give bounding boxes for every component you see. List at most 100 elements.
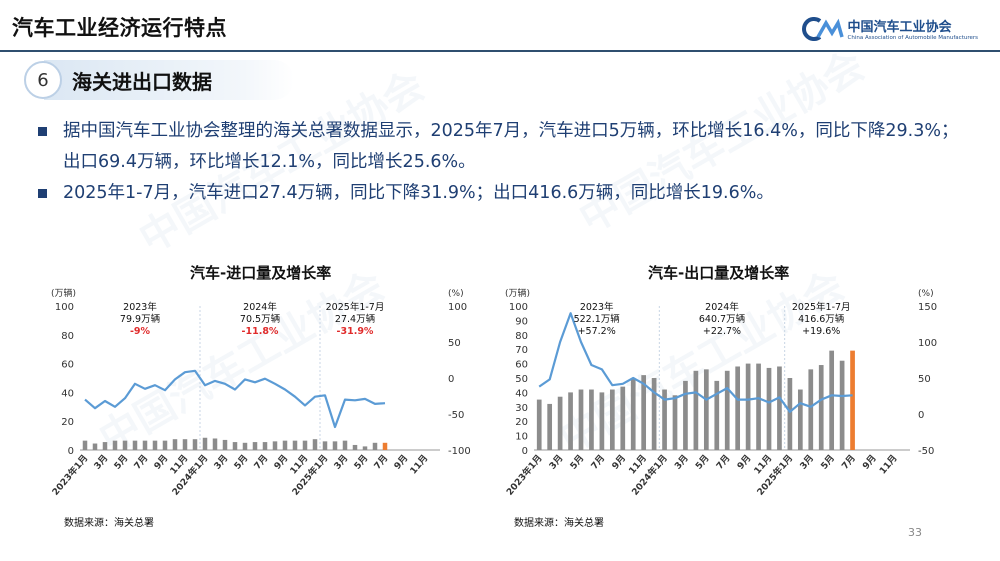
bar xyxy=(714,380,720,450)
bar xyxy=(745,363,751,450)
x-tick-label: 5月 xyxy=(232,453,250,472)
bullet-item: 据中国汽车工业协会整理的海关总署数据显示，2025年7月，汽车进口5万辆，环比增… xyxy=(38,116,988,178)
import-chart-title: 汽车-进口量及增长率 xyxy=(190,264,332,282)
export-chart-title: 汽车-出口量及增长率 xyxy=(648,264,790,282)
section-number: 6 xyxy=(24,61,62,99)
page-number: 33 xyxy=(908,526,922,539)
left-axis-tick-label: 100 xyxy=(55,302,74,313)
bar xyxy=(777,366,782,450)
bar xyxy=(808,369,814,450)
bar xyxy=(172,439,178,450)
annotation-year: 2025年1-7月 xyxy=(326,301,385,313)
right-axis-tick-label: -100 xyxy=(448,446,471,457)
bar xyxy=(232,442,238,450)
bar xyxy=(683,380,688,450)
x-tick-label: 3月 xyxy=(673,453,691,472)
x-tick-label: 2023年1月 xyxy=(504,452,545,497)
export-chart: 0 10 20 30 40 50 60 70 80 90 100 -50 0 50 100 150 (万辆) (%… xyxy=(504,287,937,498)
bullet-square-icon xyxy=(38,189,47,198)
annotation-total: 79.9万辆 xyxy=(120,313,161,325)
bar xyxy=(302,440,308,450)
left-axis-tick-label: 100 xyxy=(509,302,528,313)
bar xyxy=(620,386,626,450)
bar xyxy=(382,442,388,450)
bar xyxy=(312,439,318,450)
section-heading: 6 海关进出口数据 xyxy=(24,60,294,100)
bullet-square-icon xyxy=(38,127,47,136)
left-axis-tick-label: 0 xyxy=(68,446,74,457)
annotation-total: 640.7万辆 xyxy=(699,313,746,325)
x-tick-label: 3月 xyxy=(92,453,110,472)
bar xyxy=(589,389,594,450)
bullet-list: 据中国汽车工业协会整理的海关总署数据显示，2025年7月，汽车进口5万辆，环比增… xyxy=(38,116,988,209)
x-tick-label: 7月 xyxy=(132,453,150,472)
export-chart-source: 数据来源：海关总署 xyxy=(514,518,604,529)
bar xyxy=(662,389,667,450)
bullet-item: 2025年1-7月，汽车进口27.4万辆，同比下降31.9%；出口416.6万辆… xyxy=(38,178,988,209)
x-tick-label: 5月 xyxy=(819,453,837,472)
import-chart-source: 数据来源：海关总署 xyxy=(64,518,154,529)
bar xyxy=(132,440,138,450)
x-tick-label: 5月 xyxy=(352,453,370,472)
x-tick-label: 2023年1月 xyxy=(49,452,90,497)
bar xyxy=(672,395,678,450)
logo-text: 中国汽车工业协会 China Association of Automobile… xyxy=(848,16,978,41)
bar xyxy=(372,442,378,450)
bar xyxy=(362,446,368,450)
bar xyxy=(578,389,584,450)
bar xyxy=(724,370,730,450)
bullet-text: 据中国汽车工业协会整理的海关总署数据显示，2025年7月，汽车进口5万辆，环比增… xyxy=(63,121,959,172)
caam-logo-icon xyxy=(801,16,844,41)
left-axis-tick-label: 40 xyxy=(61,388,74,399)
x-tick-label: 7月 xyxy=(714,453,732,472)
annotation-year: 2024年 xyxy=(705,301,739,313)
x-tick-label: 5月 xyxy=(568,453,586,472)
bar xyxy=(651,378,657,450)
right-axis-tick-label: 0 xyxy=(918,410,924,421)
x-tick-label: 7月 xyxy=(252,453,270,472)
bar xyxy=(282,440,288,450)
bar xyxy=(162,440,168,450)
bar xyxy=(122,440,128,450)
bar xyxy=(182,439,188,450)
annotation-growth: +22.7% xyxy=(703,326,741,337)
annotation-total: 27.4万辆 xyxy=(335,313,376,325)
bar xyxy=(262,442,268,450)
bar xyxy=(252,442,258,450)
x-tick-label: 3月 xyxy=(547,453,565,472)
right-axis-tick-label: 0 xyxy=(448,374,454,385)
annotation-total: 70.5万辆 xyxy=(240,313,281,325)
bar xyxy=(630,378,636,450)
bar xyxy=(756,363,761,450)
bar xyxy=(212,438,218,450)
right-axis-unit: (%) xyxy=(918,289,934,299)
bar xyxy=(202,437,208,450)
x-tick-label: 3月 xyxy=(332,453,350,472)
bar xyxy=(797,389,803,450)
left-axis-unit: (万辆) xyxy=(51,287,76,299)
bar xyxy=(92,443,98,450)
left-axis-unit: (万辆) xyxy=(505,287,530,299)
bar xyxy=(342,440,348,450)
annotation-growth: -11.8% xyxy=(242,326,279,337)
logo-cn: 中国汽车工业协会 xyxy=(847,20,952,35)
x-tick-label: 3月 xyxy=(212,453,230,472)
left-axis-tick-label: 30 xyxy=(515,403,528,414)
bar xyxy=(242,442,248,450)
bar xyxy=(222,439,228,450)
left-axis-tick-label: 20 xyxy=(515,417,528,428)
left-axis-tick-label: 50 xyxy=(515,374,528,385)
x-tick-label: 5月 xyxy=(693,453,711,472)
annotation-growth: +57.2% xyxy=(578,326,616,337)
section-label: 海关进出口数据 xyxy=(72,69,212,94)
right-axis-tick-label: 50 xyxy=(918,374,931,385)
growth-rate-line xyxy=(84,369,386,429)
logo-en: China Association of Automobile Manufact… xyxy=(847,35,978,41)
growth-rate-line xyxy=(538,312,853,413)
bar xyxy=(818,365,824,450)
left-axis-tick-label: 60 xyxy=(61,360,74,371)
bar xyxy=(735,366,741,450)
left-axis-tick-label: 80 xyxy=(515,331,528,342)
bar xyxy=(693,370,699,450)
annotation-year: 2024年 xyxy=(243,301,277,313)
